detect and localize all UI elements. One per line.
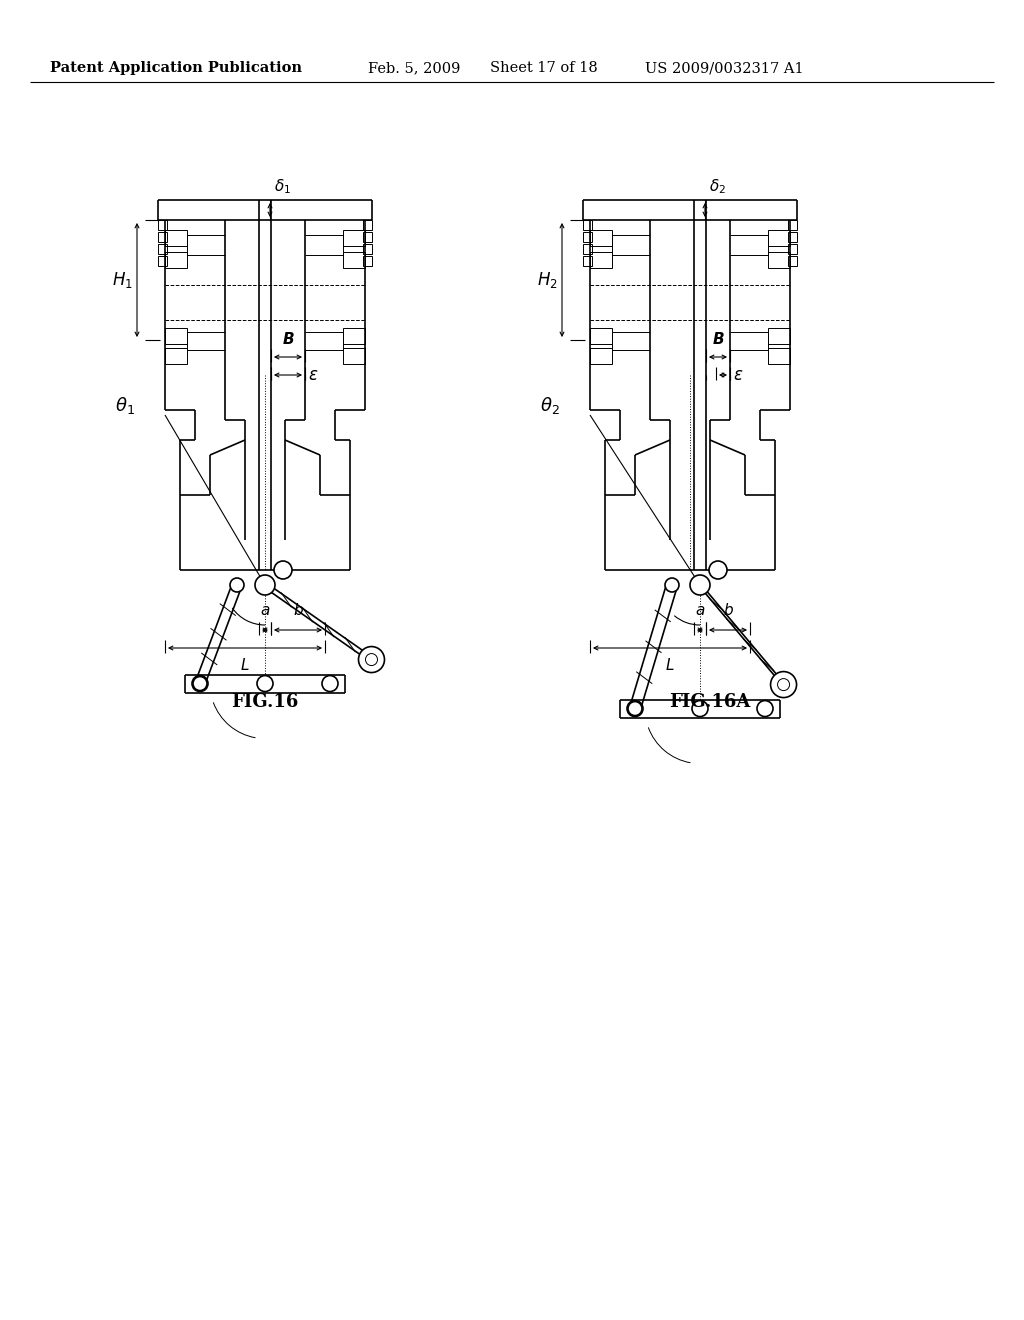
Bar: [343, 252, 365, 268]
Bar: [768, 230, 790, 246]
Text: B: B: [712, 333, 724, 347]
Circle shape: [193, 677, 207, 690]
Bar: [590, 230, 612, 246]
Bar: [158, 232, 167, 242]
Bar: [583, 232, 592, 242]
Text: $\theta_2$: $\theta_2$: [541, 395, 560, 416]
Bar: [788, 256, 797, 267]
Text: $\theta_1$: $\theta_1$: [115, 395, 135, 416]
Bar: [158, 256, 167, 267]
Bar: [362, 232, 372, 242]
Text: $\delta_1$: $\delta_1$: [274, 177, 291, 195]
Bar: [768, 327, 790, 345]
Bar: [362, 256, 372, 267]
Text: L: L: [241, 657, 249, 673]
Circle shape: [230, 578, 244, 591]
Circle shape: [709, 561, 727, 579]
Circle shape: [777, 678, 790, 690]
Text: Sheet 17 of 18: Sheet 17 of 18: [490, 61, 598, 75]
Circle shape: [322, 676, 338, 692]
Text: $\varepsilon$: $\varepsilon$: [733, 366, 743, 384]
Circle shape: [274, 561, 292, 579]
Text: B: B: [283, 333, 294, 347]
Circle shape: [255, 576, 275, 595]
Text: b: b: [723, 603, 733, 618]
Bar: [590, 252, 612, 268]
Text: a: a: [260, 603, 269, 618]
Bar: [768, 252, 790, 268]
Circle shape: [771, 672, 797, 697]
Circle shape: [193, 676, 208, 692]
Circle shape: [690, 576, 710, 595]
Bar: [343, 327, 365, 345]
Text: a: a: [695, 603, 705, 618]
Bar: [158, 244, 167, 253]
Text: $H_2$: $H_2$: [538, 271, 558, 290]
Bar: [165, 348, 187, 364]
Bar: [165, 252, 187, 268]
Circle shape: [757, 701, 773, 717]
Bar: [788, 232, 797, 242]
Bar: [165, 230, 187, 246]
Text: $\varepsilon$: $\varepsilon$: [308, 366, 318, 384]
Text: $\delta_2$: $\delta_2$: [709, 177, 726, 195]
Circle shape: [358, 647, 384, 673]
Bar: [343, 230, 365, 246]
Circle shape: [257, 676, 273, 692]
Bar: [343, 348, 365, 364]
Bar: [788, 244, 797, 253]
Text: Feb. 5, 2009: Feb. 5, 2009: [368, 61, 461, 75]
Circle shape: [366, 653, 378, 665]
Text: $H_1$: $H_1$: [112, 271, 133, 290]
Bar: [590, 327, 612, 345]
Bar: [583, 220, 592, 230]
Bar: [788, 220, 797, 230]
Text: Patent Application Publication: Patent Application Publication: [50, 61, 302, 75]
Bar: [768, 348, 790, 364]
Circle shape: [628, 702, 642, 715]
Text: US 2009/0032317 A1: US 2009/0032317 A1: [645, 61, 804, 75]
Text: b: b: [293, 603, 303, 618]
Text: FIG.16A: FIG.16A: [670, 693, 751, 711]
Circle shape: [692, 701, 708, 717]
Bar: [158, 220, 167, 230]
Bar: [165, 327, 187, 345]
Bar: [590, 348, 612, 364]
Bar: [583, 256, 592, 267]
Text: FIG.16: FIG.16: [231, 693, 299, 711]
Circle shape: [627, 701, 643, 717]
Text: L: L: [666, 657, 674, 673]
Circle shape: [665, 578, 679, 591]
Bar: [362, 244, 372, 253]
Bar: [362, 220, 372, 230]
Bar: [583, 244, 592, 253]
